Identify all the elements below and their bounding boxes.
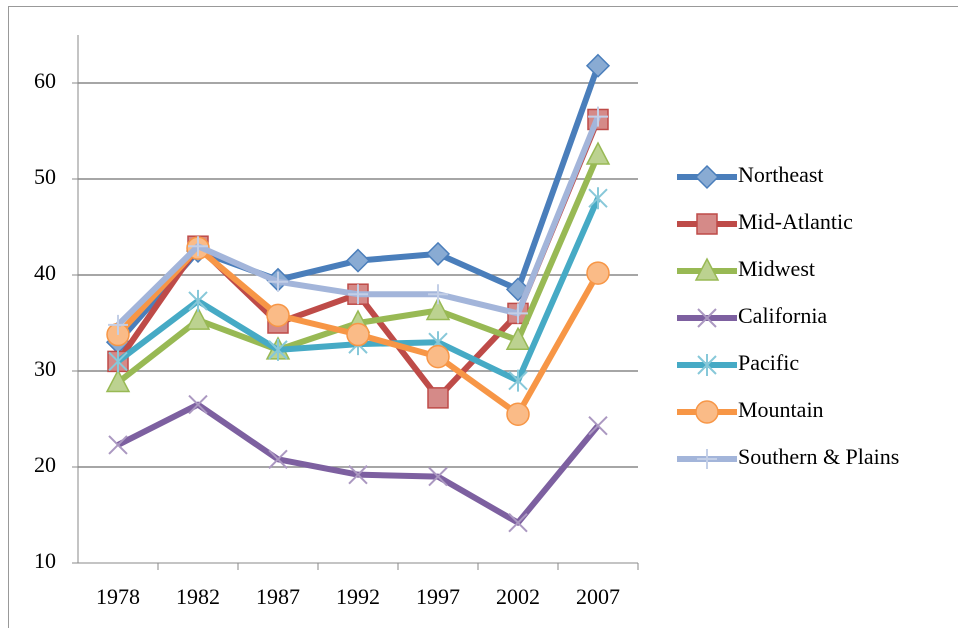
y-tick-label: 40 <box>34 260 56 285</box>
y-tick-label: 30 <box>34 356 56 381</box>
data-point <box>585 53 611 78</box>
legend-label: Northeast <box>738 162 824 187</box>
legend-label: Pacific <box>738 350 799 375</box>
data-point <box>108 350 128 373</box>
data-point <box>588 416 608 436</box>
data-point <box>188 289 208 312</box>
data-point <box>348 284 368 305</box>
legend-marker <box>695 400 719 424</box>
data-point <box>508 512 528 533</box>
data-point <box>105 368 131 393</box>
data-point <box>428 466 448 487</box>
data-point <box>268 338 288 361</box>
legend-label: Southern & Plains <box>738 444 899 469</box>
legend-marker <box>696 213 718 235</box>
data-point <box>508 303 528 324</box>
legend-marker <box>697 354 717 376</box>
chart-frame <box>8 6 958 628</box>
data-point <box>586 261 610 285</box>
legend-label: Midwest <box>738 256 815 281</box>
data-point <box>505 326 531 351</box>
data-point <box>266 303 290 328</box>
data-point <box>427 387 449 409</box>
data-point <box>428 284 448 305</box>
data-point <box>588 106 608 127</box>
x-tick-label: 2007 <box>576 584 620 609</box>
legend-marker <box>697 308 717 328</box>
y-tick-label: 10 <box>34 548 56 573</box>
legend-label: California <box>738 303 827 328</box>
data-point <box>348 464 368 485</box>
data-point <box>185 306 211 330</box>
data-point <box>268 271 288 292</box>
data-point <box>188 236 208 257</box>
data-point <box>585 141 611 165</box>
data-point <box>426 344 450 369</box>
x-tick-label: 1978 <box>96 584 140 609</box>
y-tick-label: 50 <box>34 164 56 189</box>
data-point <box>268 449 288 470</box>
data-point <box>346 322 370 347</box>
data-point <box>506 402 530 426</box>
legend-label: Mountain <box>738 397 824 422</box>
x-tick-label: 1997 <box>416 584 460 609</box>
legend-marker <box>694 257 720 281</box>
data-point <box>345 248 371 273</box>
legend-marker <box>694 164 720 190</box>
data-point <box>188 394 208 415</box>
data-point <box>108 314 128 335</box>
x-tick-label: 1987 <box>256 584 300 609</box>
data-point <box>425 296 451 321</box>
y-tick-label: 60 <box>34 68 56 93</box>
x-tick-label: 2002 <box>496 584 540 609</box>
data-point <box>588 187 608 210</box>
data-point <box>108 435 128 455</box>
data-point <box>425 241 451 266</box>
y-tick-label: 20 <box>34 452 56 477</box>
legend-label: Mid-Atlantic <box>738 209 853 234</box>
data-point <box>508 369 528 392</box>
x-tick-label: 1982 <box>176 584 220 609</box>
legend-marker <box>697 449 717 469</box>
x-tick-label: 1992 <box>336 584 380 609</box>
